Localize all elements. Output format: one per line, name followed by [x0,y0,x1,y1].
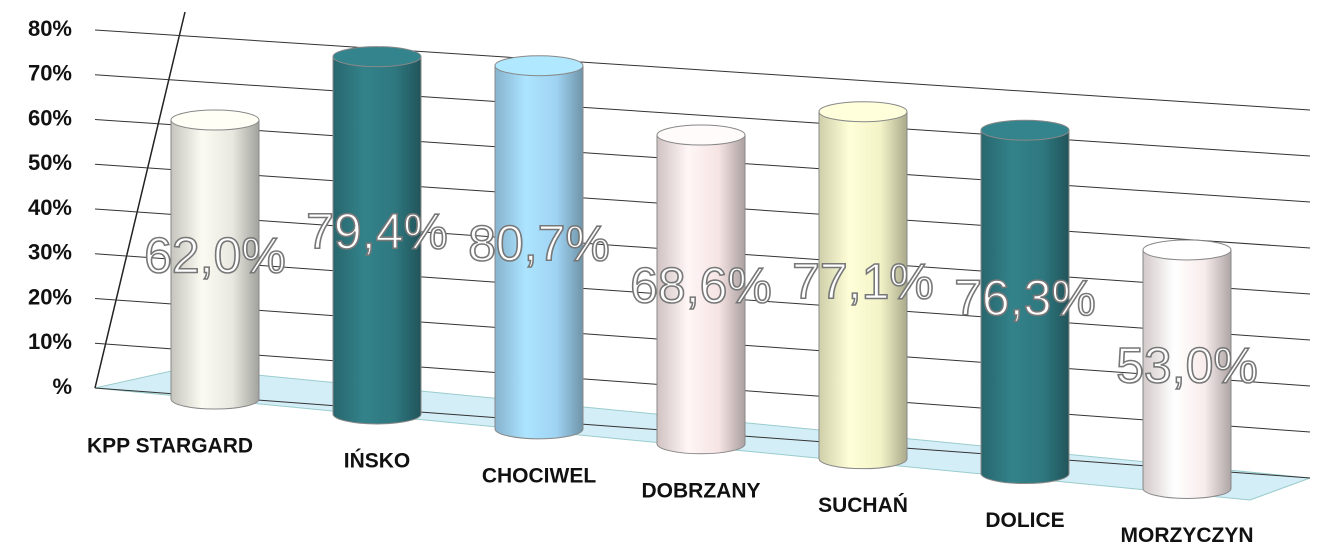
cylinder-top [332,46,422,68]
y-tick-label: 60% [28,105,72,130]
y-tick-label: 50% [28,150,72,175]
x-tick-label: CHOCIWEL [482,464,596,487]
bar [1143,249,1231,489]
y-tick-label: % [52,374,72,399]
x-tick-label: DOLICE [985,509,1064,532]
cylinder-top [1142,239,1232,261]
bar [981,130,1069,474]
x-tick-label: MORZYCZYN [1121,524,1254,547]
y-tick-label: 10% [28,329,72,354]
value-label: 76,3% [954,270,1096,326]
x-tick-label: IŃSKO [344,449,411,472]
x-tick-label: SUCHAŃ [818,494,908,517]
bar [171,120,259,400]
grid-line [94,74,1311,157]
x-tick-label: DOBRZANY [642,479,761,502]
grid-line [94,29,1311,111]
bar [495,65,583,429]
cylinder-top [170,109,260,131]
bar [333,56,421,414]
y-tick-label: 40% [28,195,72,220]
bar [657,135,745,444]
value-label: 79,4% [306,203,448,259]
y-tick-label: 70% [28,61,72,86]
value-label: 77,1% [792,253,934,309]
value-label: 68,6% [630,258,772,314]
cylinder-top [656,124,746,146]
cylinder-top [494,55,584,77]
y-axis [94,11,186,389]
y-tick-label: 80% [28,16,72,41]
x-tick-label: KPP STARGARD [87,435,253,458]
y-tick-label: 20% [28,284,72,309]
bar [819,111,907,459]
y-tick-label: 30% [28,240,72,265]
cylinder-top [818,101,908,123]
cylinder-top [980,119,1070,141]
value-label: 62,0% [144,228,286,284]
value-label: 53,0% [1116,337,1258,393]
value-label: 80,7% [468,215,610,271]
